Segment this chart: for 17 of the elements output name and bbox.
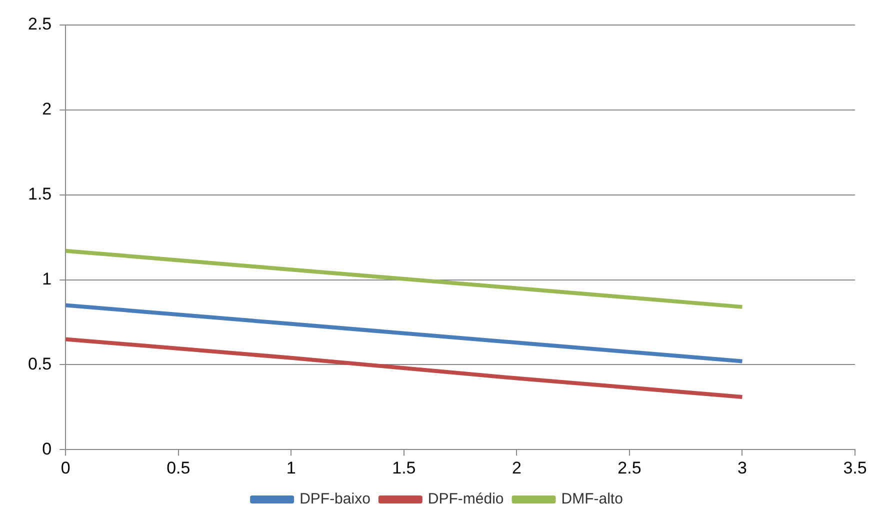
x-tick-label: 0 <box>60 458 70 478</box>
x-tick-label: 1.5 <box>392 458 416 478</box>
y-tick-label: 0 <box>42 439 52 458</box>
legend-label: DPF-médio <box>428 490 504 508</box>
legend-label: DMF-alto <box>561 490 623 508</box>
x-tick-label: 1 <box>286 458 296 478</box>
y-tick-label: 2 <box>42 100 52 119</box>
x-tick-label: 2.5 <box>618 458 642 478</box>
x-tick-label: 3.5 <box>843 458 867 478</box>
y-tick-label: 2.5 <box>28 14 52 34</box>
legend-label: DPF-baixo <box>300 490 370 508</box>
y-tick-label: 1 <box>42 269 52 288</box>
x-tick-label: 0.5 <box>166 458 190 478</box>
x-tick-label: 2 <box>512 458 522 478</box>
x-tick-label: 3 <box>738 458 747 478</box>
y-tick-label: 0.5 <box>28 354 52 374</box>
y-tick-label: 1.5 <box>28 184 52 204</box>
